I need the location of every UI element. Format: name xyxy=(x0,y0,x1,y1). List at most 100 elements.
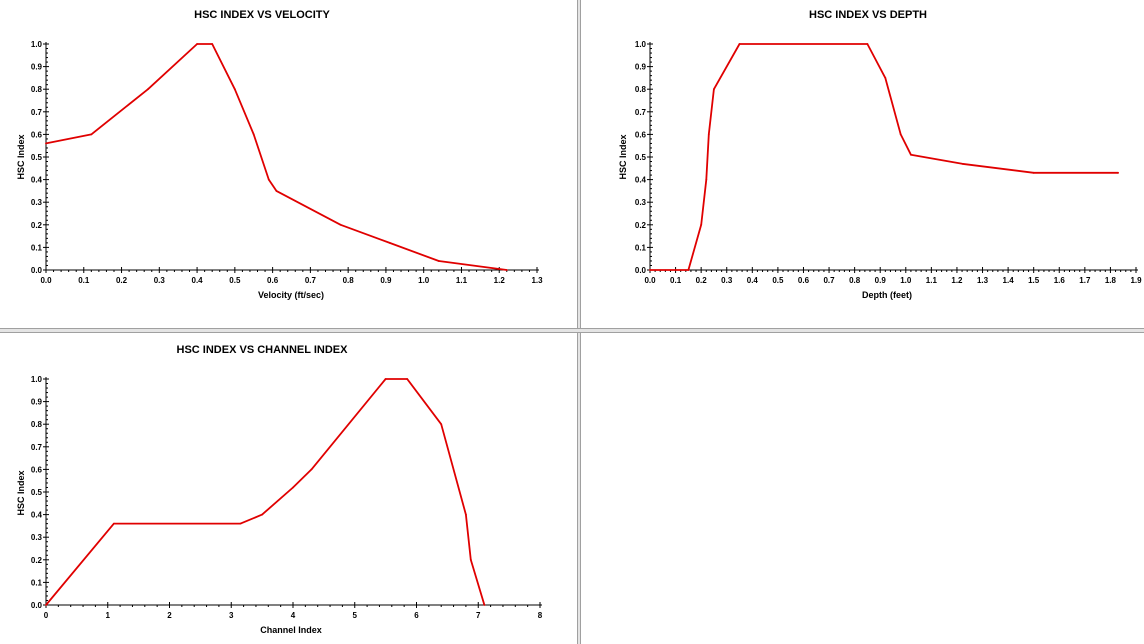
x-tick-label: 4 xyxy=(291,611,296,620)
x-tick-label: 8 xyxy=(538,611,543,620)
data-point xyxy=(267,178,270,181)
x-tick-label: 1.1 xyxy=(456,276,468,285)
x-tick-label: 1 xyxy=(106,611,111,620)
data-point xyxy=(705,178,708,181)
chart-title: HSC INDEX VS CHANNEL INDEX xyxy=(177,344,349,356)
data-point xyxy=(738,43,741,45)
y-tick-label: 0.8 xyxy=(31,85,43,94)
x-tick-label: 0.1 xyxy=(78,276,90,285)
depth-chart: HSC INDEX VS DEPTH Depth (feet) HSC Inde… xyxy=(618,9,1142,300)
x-tick-label: 0 xyxy=(44,611,49,620)
y-tick-label: 0.4 xyxy=(31,511,43,520)
y-tick-label: 0.8 xyxy=(635,85,647,94)
y-tick-label: 0.2 xyxy=(31,221,43,230)
horizontal-splitter[interactable] xyxy=(0,328,1144,333)
x-tick-label: 1.2 xyxy=(951,276,963,285)
data-point xyxy=(292,486,294,489)
y-tick-label: 0.9 xyxy=(31,63,43,72)
chart-title: HSC INDEX VS VELOCITY xyxy=(194,9,330,21)
x-tick-label: 0.9 xyxy=(875,276,887,285)
y-tick-label: 0.7 xyxy=(31,443,43,452)
data-point xyxy=(113,522,115,525)
x-tick-label: 1.1 xyxy=(926,276,938,285)
velocity-chart: HSC INDEX VS VELOCITY Velocity (ft/sec) … xyxy=(16,9,543,300)
data-point xyxy=(899,133,902,136)
y-tick-label: 0.2 xyxy=(635,221,647,230)
data-point xyxy=(483,604,486,606)
x-tick-label: 0.2 xyxy=(696,276,708,285)
data-point xyxy=(1032,171,1035,174)
empty-chart-panel xyxy=(581,333,1144,644)
x-tick-label: 0.6 xyxy=(267,276,279,285)
data-point xyxy=(339,223,342,226)
y-tick-label: 0.3 xyxy=(635,198,647,207)
data-point xyxy=(465,513,467,516)
data-point xyxy=(147,88,149,91)
data-point xyxy=(310,468,313,471)
x-tick-label: 0.5 xyxy=(229,276,241,285)
series-line xyxy=(45,378,486,606)
x-tick-label: 1.8 xyxy=(1105,276,1117,285)
y-tick-label: 1.0 xyxy=(31,40,43,49)
y-tick-label: 0.2 xyxy=(31,556,43,565)
velocity-chart-panel: HSC INDEX VS VELOCITY Velocity (ft/sec) … xyxy=(0,0,577,328)
x-tick-label: 0.7 xyxy=(823,276,835,285)
x-tick-label: 1.0 xyxy=(900,276,912,285)
data-point xyxy=(866,43,869,45)
data-point xyxy=(1117,171,1119,174)
y-tick-label: 0.4 xyxy=(635,176,647,185)
x-tick-label: 1.3 xyxy=(531,276,543,285)
y-axis-label: HSC Index xyxy=(16,470,26,515)
channel-index-chart-panel: HSC INDEX VS CHANNEL INDEX Channel Index… xyxy=(0,333,577,644)
data-point xyxy=(275,190,278,192)
series-line xyxy=(650,43,1119,271)
data-point xyxy=(649,269,651,271)
y-tick-label: 0.8 xyxy=(31,420,43,429)
data-point xyxy=(388,241,391,244)
x-tick-label: 0.4 xyxy=(192,276,204,285)
series-line xyxy=(45,43,507,271)
y-tick-label: 0.3 xyxy=(31,198,43,207)
x-tick-label: 7 xyxy=(476,611,481,620)
y-tick-label: 0.7 xyxy=(635,108,647,117)
x-axis-label: Velocity (ft/sec) xyxy=(258,290,324,300)
data-point xyxy=(910,153,912,156)
y-tick-label: 1.0 xyxy=(31,375,43,384)
data-point xyxy=(45,142,47,145)
data-point xyxy=(196,43,198,45)
data-point xyxy=(707,133,710,136)
y-tick-label: 0.4 xyxy=(31,176,43,185)
x-tick-label: 0.1 xyxy=(670,276,682,285)
y-tick-label: 0.9 xyxy=(31,398,43,407)
vertical-splitter[interactable] xyxy=(577,0,581,644)
y-tick-label: 0.7 xyxy=(31,108,43,117)
x-tick-label: 0.9 xyxy=(380,276,392,285)
x-tick-label: 0.3 xyxy=(154,276,166,285)
y-tick-label: 0.6 xyxy=(31,465,43,474)
data-point xyxy=(469,558,472,561)
x-tick-label: 1.2 xyxy=(494,276,506,285)
x-tick-label: 0.0 xyxy=(644,276,656,285)
data-point xyxy=(437,260,440,262)
data-point xyxy=(713,88,715,91)
data-point xyxy=(884,77,887,79)
x-tick-label: 1.5 xyxy=(1028,276,1040,285)
data-point xyxy=(90,133,93,136)
x-tick-label: 0.2 xyxy=(116,276,128,285)
x-tick-label: 0.7 xyxy=(305,276,317,285)
x-tick-label: 0.8 xyxy=(849,276,861,285)
x-axis-label: Depth (feet) xyxy=(862,290,912,300)
y-tick-label: 0.1 xyxy=(635,243,647,252)
data-point xyxy=(384,378,387,380)
data-point xyxy=(239,522,242,525)
x-tick-label: 1.9 xyxy=(1130,276,1142,285)
x-tick-label: 1.0 xyxy=(418,276,430,285)
x-tick-label: 0.0 xyxy=(40,276,52,285)
y-tick-label: 0.5 xyxy=(31,153,43,162)
x-tick-label: 5 xyxy=(353,611,358,620)
y-tick-label: 0.1 xyxy=(31,243,43,252)
data-point xyxy=(700,223,703,226)
y-tick-label: 0.0 xyxy=(31,601,43,610)
data-point xyxy=(505,269,508,271)
x-tick-label: 6 xyxy=(414,611,419,620)
